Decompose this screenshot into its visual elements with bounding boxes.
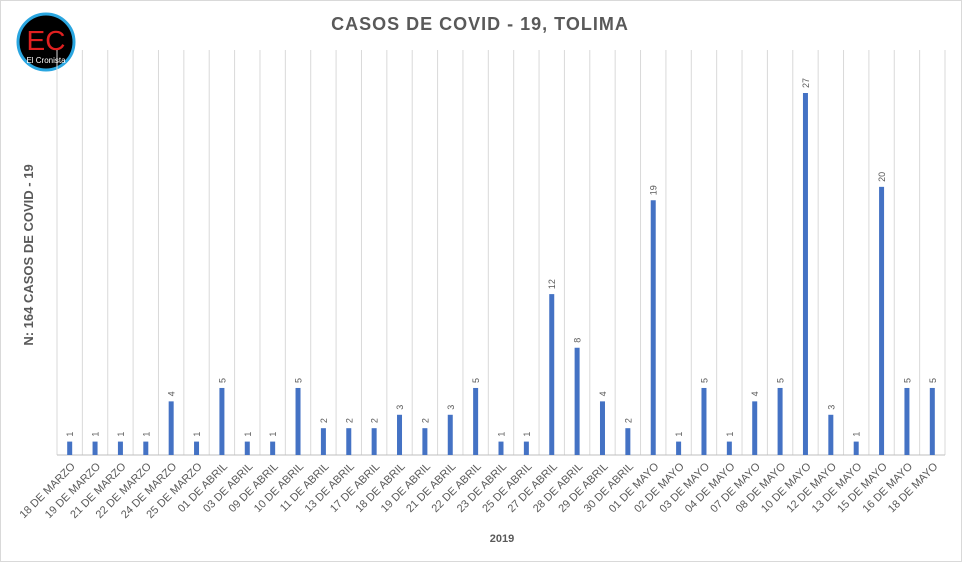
data-label: 1	[141, 432, 151, 437]
bar	[117, 441, 123, 455]
data-label: 1	[852, 432, 862, 437]
data-label: 2	[344, 418, 354, 423]
bar	[904, 387, 910, 455]
bar	[498, 441, 504, 455]
bar	[752, 401, 758, 455]
data-label: 2	[420, 418, 430, 423]
logo-initials: EC	[27, 25, 66, 56]
bar	[523, 441, 529, 455]
bar	[599, 401, 605, 455]
data-label: 27	[801, 78, 811, 88]
y-axis-title: N: 164 CASOS DE COVID - 19	[21, 164, 36, 345]
bar	[929, 387, 935, 455]
data-label: 5	[699, 378, 709, 383]
data-label: 2	[319, 418, 329, 423]
data-label: 1	[192, 432, 202, 437]
bar	[346, 428, 352, 455]
data-label: 3	[395, 405, 405, 410]
bar	[422, 428, 428, 455]
bar	[219, 387, 225, 455]
data-label: 2	[623, 418, 633, 423]
bar	[244, 441, 250, 455]
data-label: 3	[446, 405, 456, 410]
data-label: 1	[674, 432, 684, 437]
logo: EC El Cronista	[16, 12, 76, 72]
bar	[853, 441, 859, 455]
bar	[879, 186, 885, 455]
bar	[701, 387, 707, 455]
data-label: 1	[725, 432, 735, 437]
data-label: 5	[776, 378, 786, 383]
data-label: 5	[294, 378, 304, 383]
data-label: 4	[167, 391, 177, 396]
data-label: 1	[497, 432, 507, 437]
bar	[371, 428, 377, 455]
data-label: 5	[928, 378, 938, 383]
data-label: 5	[902, 378, 912, 383]
data-label: 5	[471, 378, 481, 383]
data-label: 1	[116, 432, 126, 437]
bar	[676, 441, 682, 455]
bar	[473, 387, 479, 455]
bar	[295, 387, 301, 455]
data-label: 1	[243, 432, 253, 437]
bar	[802, 93, 808, 455]
data-label: 2	[370, 418, 380, 423]
bar	[270, 441, 276, 455]
logo-circle	[16, 12, 76, 72]
bar	[574, 347, 580, 455]
data-label: 12	[547, 279, 557, 289]
data-label: 3	[826, 405, 836, 410]
bar	[67, 441, 73, 455]
data-label: 1	[268, 432, 278, 437]
data-label: 4	[598, 391, 608, 396]
bar	[650, 200, 656, 455]
chart-title: CASOS DE COVID - 19, TOLIMA	[331, 14, 629, 34]
data-label: 4	[750, 391, 760, 396]
bar	[625, 428, 631, 455]
bar	[726, 441, 732, 455]
data-label: 1	[65, 432, 75, 437]
data-label: 8	[573, 338, 583, 343]
bar	[143, 441, 149, 455]
bar	[194, 441, 200, 455]
bar	[777, 387, 783, 455]
bar	[397, 414, 403, 455]
data-label: 19	[649, 185, 659, 195]
bar	[447, 414, 453, 455]
bar	[549, 294, 555, 455]
data-label: 20	[877, 172, 887, 182]
bar	[92, 441, 98, 455]
logo-name: El Cronista	[26, 56, 66, 65]
bar	[168, 401, 174, 455]
data-label: 1	[91, 432, 101, 437]
x-axis-title: 2019	[490, 533, 514, 545]
data-label: 5	[217, 378, 227, 383]
bar	[828, 414, 834, 455]
data-label: 1	[522, 432, 532, 437]
bar	[320, 428, 326, 455]
